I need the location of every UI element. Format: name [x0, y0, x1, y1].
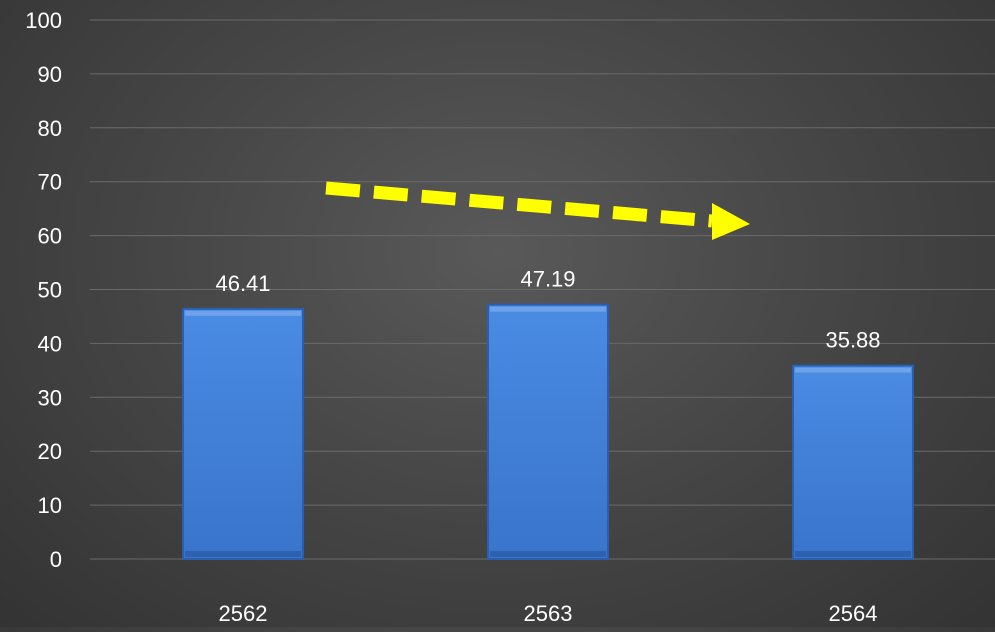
y-tick-label: 70 [38, 170, 62, 195]
bar-bevel-top [795, 367, 911, 373]
x-tick-label: 2563 [524, 601, 573, 626]
bar-bevel-top [490, 306, 606, 312]
data-label: 46.41 [215, 271, 270, 296]
bar [792, 364, 914, 561]
y-tick-label: 50 [38, 278, 62, 303]
data-label: 35.88 [825, 328, 880, 353]
x-tick-label: 2564 [829, 601, 878, 626]
y-tick-label: 0 [50, 547, 62, 572]
bar-bevel-top [185, 310, 301, 316]
data-labels: 46.41 47.19 35.88 [215, 267, 880, 353]
y-tick-label: 40 [38, 331, 62, 356]
y-tick-label: 20 [38, 439, 62, 464]
bar-body [182, 307, 304, 560]
bars [182, 303, 914, 561]
x-tick-label: 2562 [219, 601, 268, 626]
bar-body [487, 303, 609, 560]
y-tick-label: 90 [38, 62, 62, 87]
bar-bevel-bottom [185, 551, 301, 557]
x-axis-tick-labels: 2562 2563 2564 [219, 601, 878, 626]
trend-arrow-shaft [325, 181, 713, 228]
y-tick-label: 100 [25, 8, 62, 33]
bar [487, 303, 609, 560]
y-tick-label: 10 [38, 493, 62, 518]
y-axis-tick-labels: 0 10 20 30 40 50 60 70 80 90 100 [25, 8, 62, 572]
trend-arrow-annotation [325, 181, 750, 240]
bar [182, 307, 304, 560]
trend-arrow-head [712, 203, 750, 240]
bar-bevel-bottom [490, 551, 606, 557]
y-tick-label: 80 [38, 116, 62, 141]
data-label: 47.19 [520, 267, 575, 292]
y-tick-label: 30 [38, 385, 62, 410]
bar-bevel-bottom [795, 551, 911, 557]
bar-body [792, 364, 914, 561]
y-tick-label: 60 [38, 224, 62, 249]
